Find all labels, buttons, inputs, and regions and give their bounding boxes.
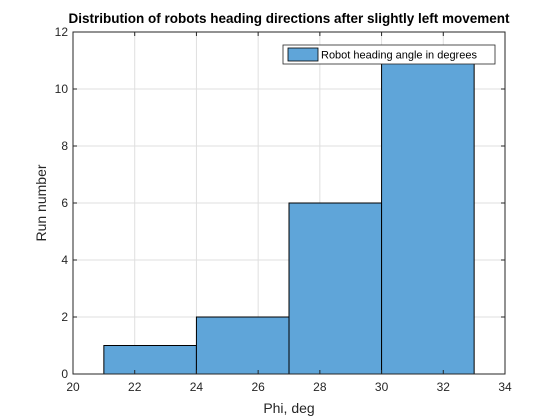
y-tick-label: 4 <box>61 253 68 267</box>
legend-entry: Robot heading angle in degrees <box>321 50 477 62</box>
x-tick-label: 28 <box>313 380 327 394</box>
y-tick-label: 0 <box>61 367 68 381</box>
x-tick-label: 32 <box>437 380 451 394</box>
x-tick-label: 30 <box>375 380 389 394</box>
y-tick-label: 10 <box>55 82 69 96</box>
y-tick-label: 2 <box>61 310 68 324</box>
histogram-bars <box>103 60 475 375</box>
legend-swatch <box>287 47 319 62</box>
y-axis-ticks: 0 2 4 6 8 10 12 <box>55 25 505 381</box>
histogram-bar <box>288 202 383 375</box>
y-tick-label: 12 <box>55 25 69 39</box>
y-tick-label: 6 <box>61 196 68 210</box>
y-tick-label: 8 <box>61 139 68 153</box>
legend: Robot heading angle in degrees <box>282 44 496 65</box>
y-axis-label: Run number <box>33 164 49 241</box>
x-axis-label: Phi, deg <box>263 400 314 416</box>
x-tick-label: 26 <box>251 380 265 394</box>
histogram-bar <box>103 345 197 375</box>
x-axis-ticks: 20 22 24 26 28 30 32 34 <box>66 32 512 394</box>
legend-box <box>282 44 496 65</box>
histogram-bar <box>195 316 290 375</box>
histogram-bar <box>381 60 475 375</box>
x-tick-label: 34 <box>498 380 512 394</box>
x-tick-label: 20 <box>66 380 80 394</box>
x-tick-label: 22 <box>128 380 142 394</box>
x-tick-label: 24 <box>190 380 204 394</box>
chart-title: Distribution of robots heading direction… <box>68 11 510 26</box>
